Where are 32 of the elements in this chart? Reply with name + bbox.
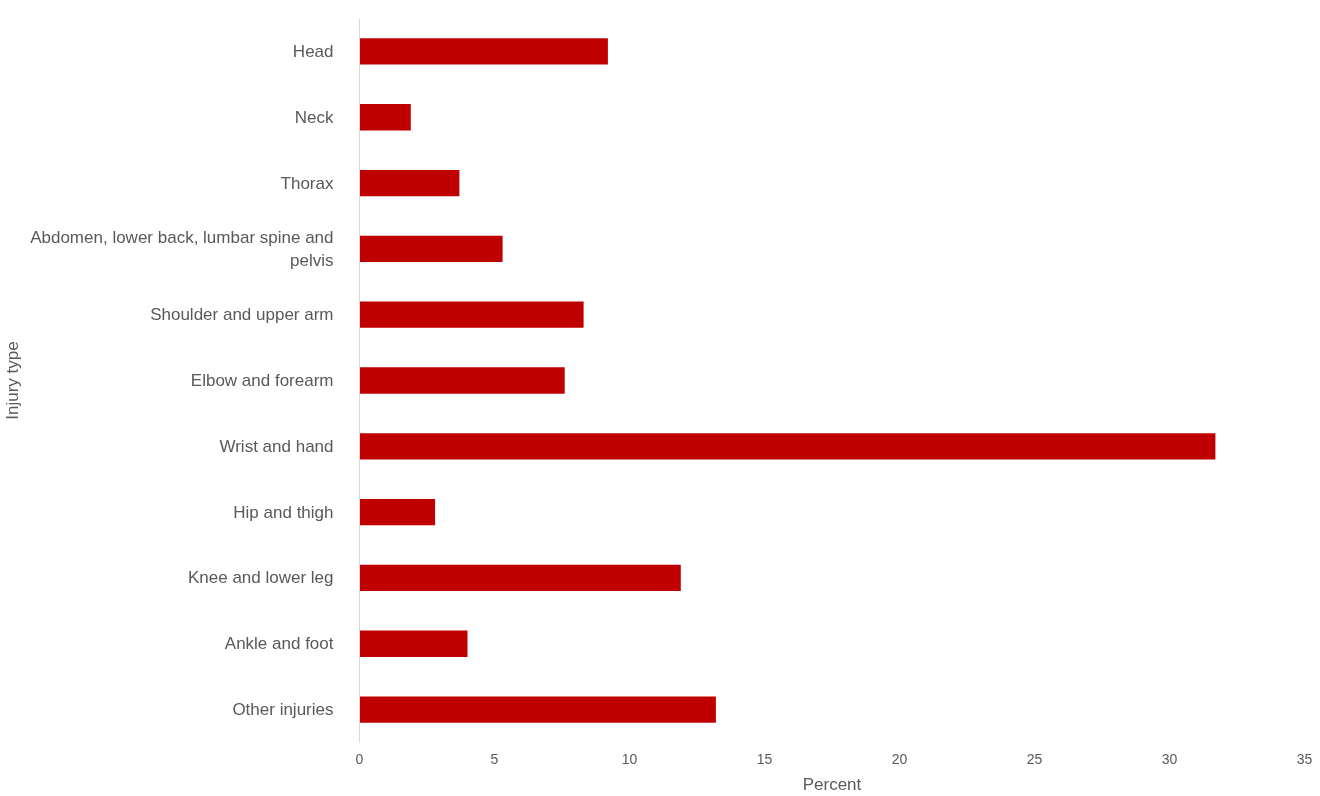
y-tick-label: Neck bbox=[294, 107, 334, 127]
y-tick-label: Head bbox=[292, 41, 334, 61]
y-tick-label: Thorax bbox=[280, 173, 334, 193]
x-tick-label: 25 bbox=[1026, 750, 1043, 767]
y-tick-label: Ankle and foot bbox=[224, 634, 334, 654]
y-tick-label: Abdomen, lower back, lumbar spine and pelvis bbox=[30, 227, 334, 270]
bar bbox=[359, 301, 584, 328]
x-tick-label: 5 bbox=[490, 750, 499, 767]
bar bbox=[359, 38, 608, 65]
y-tick-label: Knee and lower leg bbox=[187, 568, 334, 588]
x-tick-label: 15 bbox=[756, 750, 773, 767]
bar bbox=[359, 498, 436, 526]
bar bbox=[359, 104, 411, 131]
y-tick-label: Other injuries bbox=[232, 700, 334, 720]
x-tick-label: 0 bbox=[355, 750, 364, 767]
y-tick-label: Shoulder and upper arm bbox=[150, 305, 334, 325]
x-tick-label: 20 bbox=[891, 750, 908, 767]
bar bbox=[359, 696, 716, 723]
bar bbox=[359, 169, 460, 197]
x-tick-label: 35 bbox=[1296, 750, 1313, 767]
x-tick-label: 30 bbox=[1161, 750, 1178, 767]
bar bbox=[359, 564, 681, 592]
bar bbox=[359, 235, 503, 263]
y-axis-title: Injury type bbox=[3, 341, 23, 420]
y-tick-label: Wrist and hand bbox=[219, 436, 334, 456]
bar bbox=[359, 433, 1216, 460]
y-tick-label: Hip and thigh bbox=[233, 502, 334, 522]
x-tick-label: 10 bbox=[621, 750, 638, 767]
bar bbox=[359, 630, 468, 657]
y-tick-label: Elbow and forearm bbox=[190, 371, 334, 390]
bar bbox=[359, 367, 565, 394]
x-axis-title: Percent bbox=[802, 774, 862, 794]
